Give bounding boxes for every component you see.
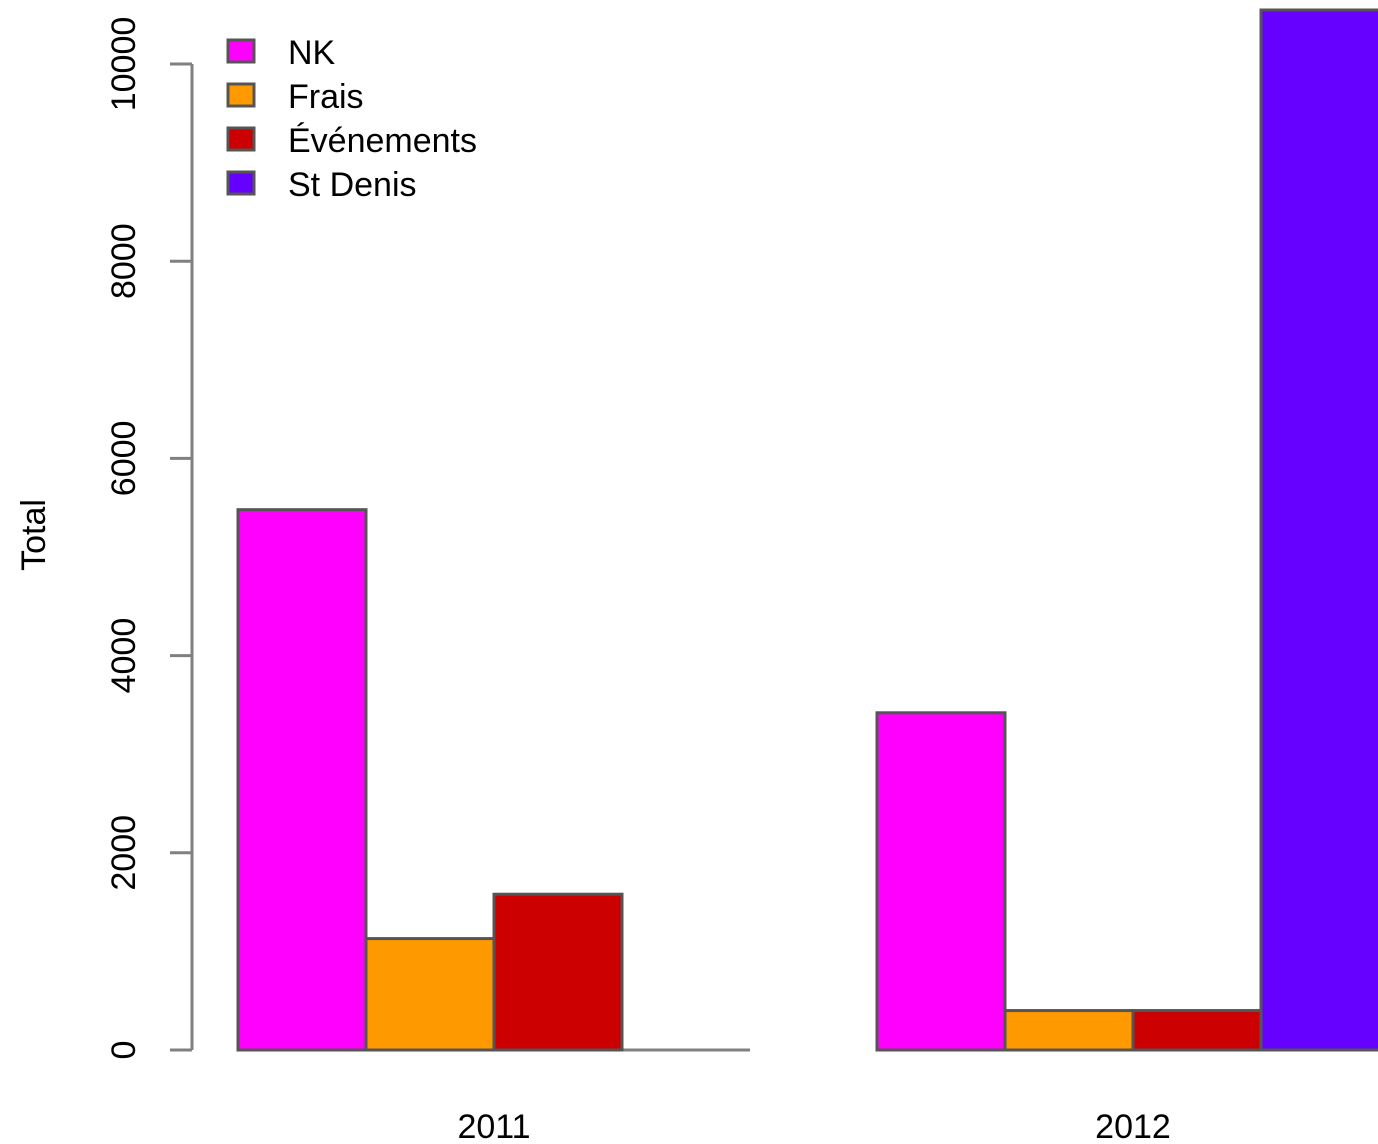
bars-layer: 2011 2012 (236, 8, 1378, 1144)
legend-label: St Denis (288, 166, 417, 204)
bar-nk-2012 (875, 711, 1007, 1052)
y-tick-label: 4000 (105, 618, 143, 694)
legend-swatch (226, 170, 256, 196)
y-tick-label: 0 (105, 1041, 143, 1060)
y-tick-label: 8000 (105, 223, 143, 299)
labels-layer: Total (15, 499, 53, 571)
legend-label: Événements (288, 122, 477, 160)
legend-swatch (226, 38, 256, 64)
legend-label: NK (288, 34, 336, 72)
legend: NK Frais Événements St Denis (226, 34, 477, 204)
bar-st-denis-2012 (1259, 8, 1378, 1052)
y-tick-label: 2000 (105, 815, 143, 891)
x-category-label: 2012 (1095, 1108, 1171, 1144)
bar--v-nements-2011 (492, 892, 624, 1052)
bar-frais-2012 (1003, 1009, 1135, 1052)
legend-label: Frais (288, 78, 364, 116)
bar-nk-2011 (236, 508, 368, 1052)
y-tick-label: 6000 (105, 421, 143, 497)
bar-frais-2011 (364, 937, 496, 1052)
bar--v-nements-2012 (1131, 1009, 1263, 1052)
y-tick-label: 10000 (105, 17, 143, 112)
y-axis-label: Total (15, 499, 53, 571)
legend-swatch (226, 126, 256, 152)
x-category-label: 2011 (457, 1108, 530, 1144)
legend-swatch (226, 82, 256, 108)
axis-layer: 0 2000 4000 6000 8000 10000 (105, 17, 1378, 1060)
